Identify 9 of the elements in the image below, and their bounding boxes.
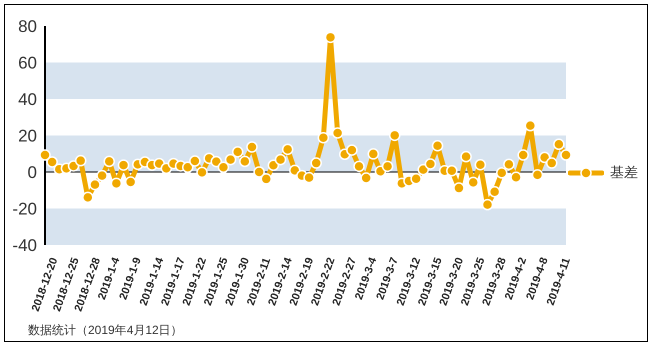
- y-tick-label: -20: [12, 200, 37, 219]
- y-tick-label: 40: [18, 90, 37, 110]
- legend-label: 基差: [610, 164, 638, 182]
- text: 数据统计（2019年4月12日）: [28, 322, 183, 339]
- y-tick-label: 0: [28, 163, 37, 182]
- y-tick-label: 60: [18, 54, 37, 73]
- y-tick-label: -40: [12, 236, 37, 256]
- y-tick-label: 80: [18, 17, 37, 36]
- y-tick-label: 20: [18, 126, 37, 146]
